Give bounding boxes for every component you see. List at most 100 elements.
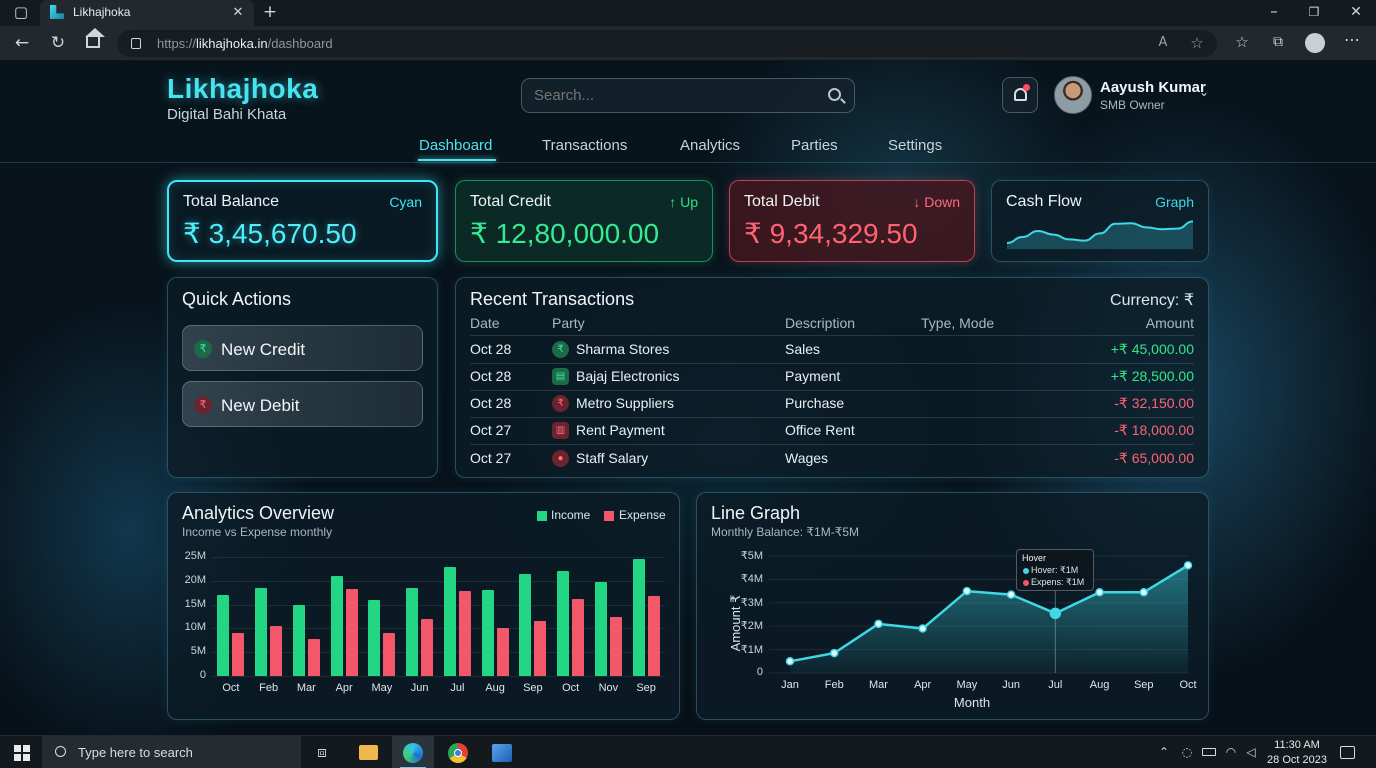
file-explorer-icon[interactable] bbox=[359, 745, 378, 760]
add-favorite-icon[interactable]: ☆ bbox=[1190, 34, 1204, 52]
total-debit-value: ₹ 9,34,329.50 bbox=[744, 218, 918, 249]
bar-expense[interactable] bbox=[270, 626, 283, 676]
more-menu-icon[interactable]: ⋯ bbox=[1344, 30, 1360, 49]
battery-icon[interactable] bbox=[1202, 748, 1216, 756]
user-avatar[interactable] bbox=[1054, 76, 1092, 114]
table-row[interactable]: Oct 28 ₹ Metro Suppliers Purchase -₹ 32,… bbox=[456, 391, 1208, 418]
chrome-icon[interactable] bbox=[448, 743, 468, 763]
bar-expense[interactable] bbox=[534, 621, 547, 676]
person-icon: ● bbox=[552, 450, 569, 467]
notification-center-icon[interactable] bbox=[1340, 746, 1355, 759]
close-tab-icon[interactable]: ✕ bbox=[232, 5, 244, 20]
search-box[interactable] bbox=[521, 78, 855, 113]
taskbar-time[interactable]: 11:30 AM bbox=[1274, 739, 1320, 751]
home-icon[interactable] bbox=[86, 36, 100, 48]
highlighted-data-point[interactable] bbox=[1049, 607, 1062, 620]
edge-taskbar-button[interactable] bbox=[392, 736, 434, 768]
tab-parties[interactable]: Parties bbox=[791, 137, 838, 154]
tab-dashboard[interactable]: Dashboard bbox=[419, 137, 493, 154]
wifi-icon[interactable]: ◠ bbox=[1225, 745, 1237, 759]
data-point[interactable] bbox=[918, 624, 927, 633]
data-point[interactable] bbox=[874, 619, 883, 629]
bar-income[interactable] bbox=[330, 576, 343, 676]
tab-transactions[interactable]: Transactions bbox=[542, 137, 628, 154]
bar-income[interactable] bbox=[406, 587, 419, 676]
data-point[interactable] bbox=[829, 648, 839, 658]
brand-logo[interactable]: Likhajhoka bbox=[167, 73, 319, 104]
profile-icon[interactable] bbox=[1305, 33, 1325, 53]
y-tick-label: 5M bbox=[190, 645, 206, 658]
table-row[interactable]: Oct 28 ▤ Bajaj Electronics Payment +₹ 28… bbox=[456, 364, 1208, 391]
search-icon[interactable] bbox=[828, 88, 841, 101]
total-debit-card[interactable]: Total Debit ↓ Down ₹ 9,34,329.50 bbox=[729, 180, 975, 262]
address-bar[interactable]: https://likhajhoka.in/dashboard A ☆ bbox=[117, 30, 1217, 57]
currency-label: Currency: ₹ bbox=[1110, 292, 1194, 309]
data-point[interactable] bbox=[1095, 588, 1104, 597]
bar-expense[interactable] bbox=[307, 638, 320, 676]
column-header-description: Description bbox=[785, 315, 856, 331]
data-point[interactable] bbox=[1006, 590, 1016, 599]
bar-expense[interactable] bbox=[421, 618, 434, 676]
browser-tab[interactable]: Likhajhoka ✕ bbox=[40, 0, 254, 26]
bar-income[interactable] bbox=[217, 595, 230, 676]
bar-income[interactable] bbox=[632, 559, 645, 676]
bar-expense[interactable] bbox=[345, 588, 358, 676]
bar-income[interactable] bbox=[443, 566, 456, 676]
volume-icon[interactable]: ◁ bbox=[1246, 745, 1256, 759]
row-party: Metro Suppliers bbox=[576, 395, 675, 411]
data-point[interactable] bbox=[962, 586, 972, 596]
bar-expense[interactable] bbox=[232, 633, 245, 676]
refresh-icon[interactable]: ↻ bbox=[50, 33, 66, 53]
user-name[interactable]: Aayush Kumar bbox=[1100, 79, 1206, 96]
data-point[interactable] bbox=[1139, 588, 1149, 597]
restore-icon[interactable]: ❐ bbox=[1308, 5, 1320, 19]
data-point[interactable] bbox=[785, 657, 795, 666]
search-input[interactable] bbox=[522, 79, 812, 112]
bar-expense[interactable] bbox=[572, 598, 585, 676]
photos-icon[interactable] bbox=[492, 744, 512, 762]
table-row[interactable]: Oct 28 ₹ Sharma Stores Sales +₹ 45,000.0… bbox=[456, 336, 1208, 363]
chevron-up-icon[interactable]: ⌃ bbox=[1158, 745, 1170, 759]
bar-income[interactable] bbox=[481, 590, 494, 676]
new-credit-button[interactable]: ₹ New Credit bbox=[182, 325, 423, 371]
bar-income[interactable] bbox=[557, 571, 570, 676]
bar-income[interactable] bbox=[519, 573, 532, 676]
data-point[interactable] bbox=[1183, 561, 1193, 570]
row-date: Oct 27 bbox=[470, 422, 512, 438]
new-debit-button[interactable]: ₹ New Debit bbox=[182, 381, 423, 427]
chevron-down-icon[interactable]: ⌄ bbox=[1199, 85, 1210, 99]
row-description: Office Rent bbox=[785, 422, 855, 438]
bar-expense[interactable] bbox=[647, 596, 660, 676]
bar-expense[interactable] bbox=[458, 591, 471, 676]
tab-actions-icon[interactable]: ▢ bbox=[13, 3, 29, 21]
windows-start-icon[interactable] bbox=[14, 745, 30, 761]
taskbar-date[interactable]: 28 Oct 2023 bbox=[1267, 754, 1327, 766]
task-view-icon[interactable]: ⧈ bbox=[317, 743, 327, 761]
bar-expense[interactable] bbox=[496, 628, 509, 676]
network-icon[interactable]: ◌ bbox=[1181, 745, 1193, 759]
notifications-button[interactable] bbox=[1002, 77, 1038, 113]
bar-income[interactable] bbox=[255, 587, 268, 676]
back-icon[interactable]: ← bbox=[14, 33, 30, 53]
bar-income[interactable] bbox=[368, 599, 381, 676]
minimize-icon[interactable]: – bbox=[1270, 2, 1278, 20]
table-row[interactable]: Oct 27 ▥ Rent Payment Office Rent -₹ 18,… bbox=[456, 418, 1208, 445]
table-row[interactable]: Oct 27 ● Staff Salary Wages -₹ 65,000.00 bbox=[456, 445, 1208, 472]
bar-income[interactable] bbox=[594, 581, 607, 676]
total-balance-card[interactable]: Total Balance Cyan ₹ 3,45,670.50 bbox=[167, 180, 438, 262]
read-aloud-icon[interactable]: A bbox=[1158, 35, 1168, 50]
bar-expense[interactable] bbox=[609, 617, 622, 676]
favorites-icon[interactable]: ☆ bbox=[1235, 33, 1249, 51]
tab-analytics[interactable]: Analytics bbox=[680, 137, 741, 154]
cash-flow-card[interactable]: Cash Flow Graph bbox=[991, 180, 1209, 262]
bar-income[interactable] bbox=[292, 604, 305, 676]
close-window-icon[interactable]: ✕ bbox=[1350, 4, 1362, 20]
collections-icon[interactable]: ⧉ bbox=[1273, 34, 1283, 50]
chart-tooltip: Hover Hover: ₹1M Expens: ₹1M bbox=[1016, 549, 1094, 591]
taskbar-search-box[interactable]: Type here to search bbox=[42, 736, 301, 768]
row-date: Oct 27 bbox=[470, 450, 512, 466]
bar-expense[interactable] bbox=[383, 633, 396, 676]
new-tab-icon[interactable]: + bbox=[262, 2, 278, 22]
tab-settings[interactable]: Settings bbox=[888, 137, 943, 154]
total-credit-card[interactable]: Total Credit ↑ Up ₹ 12,80,000.00 bbox=[455, 180, 713, 262]
